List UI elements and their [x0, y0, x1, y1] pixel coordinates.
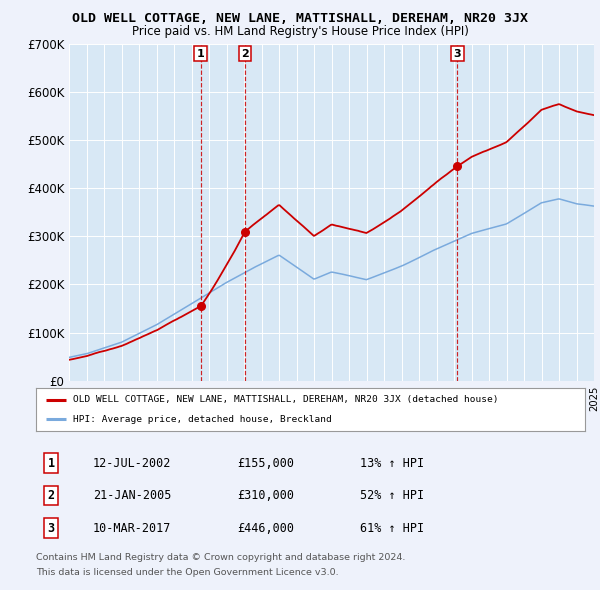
Text: 3: 3 — [47, 522, 55, 535]
Text: 21-JAN-2005: 21-JAN-2005 — [93, 489, 172, 502]
Text: 1: 1 — [47, 457, 55, 470]
Text: 2: 2 — [47, 489, 55, 502]
Text: 10-MAR-2017: 10-MAR-2017 — [93, 522, 172, 535]
Text: £310,000: £310,000 — [237, 489, 294, 502]
Text: OLD WELL COTTAGE, NEW LANE, MATTISHALL, DEREHAM, NR20 3JX: OLD WELL COTTAGE, NEW LANE, MATTISHALL, … — [72, 12, 528, 25]
Text: 52% ↑ HPI: 52% ↑ HPI — [360, 489, 424, 502]
Text: OLD WELL COTTAGE, NEW LANE, MATTISHALL, DEREHAM, NR20 3JX (detached house): OLD WELL COTTAGE, NEW LANE, MATTISHALL, … — [73, 395, 499, 404]
Text: This data is licensed under the Open Government Licence v3.0.: This data is licensed under the Open Gov… — [36, 568, 338, 577]
Text: Contains HM Land Registry data © Crown copyright and database right 2024.: Contains HM Land Registry data © Crown c… — [36, 553, 406, 562]
Text: 13% ↑ HPI: 13% ↑ HPI — [360, 457, 424, 470]
Text: 61% ↑ HPI: 61% ↑ HPI — [360, 522, 424, 535]
Text: Price paid vs. HM Land Registry's House Price Index (HPI): Price paid vs. HM Land Registry's House … — [131, 25, 469, 38]
Text: 2: 2 — [241, 49, 249, 59]
Text: HPI: Average price, detached house, Breckland: HPI: Average price, detached house, Brec… — [73, 415, 332, 424]
Text: £446,000: £446,000 — [237, 522, 294, 535]
Text: 1: 1 — [197, 49, 205, 59]
Text: 3: 3 — [454, 49, 461, 59]
Text: 12-JUL-2002: 12-JUL-2002 — [93, 457, 172, 470]
Text: £155,000: £155,000 — [237, 457, 294, 470]
